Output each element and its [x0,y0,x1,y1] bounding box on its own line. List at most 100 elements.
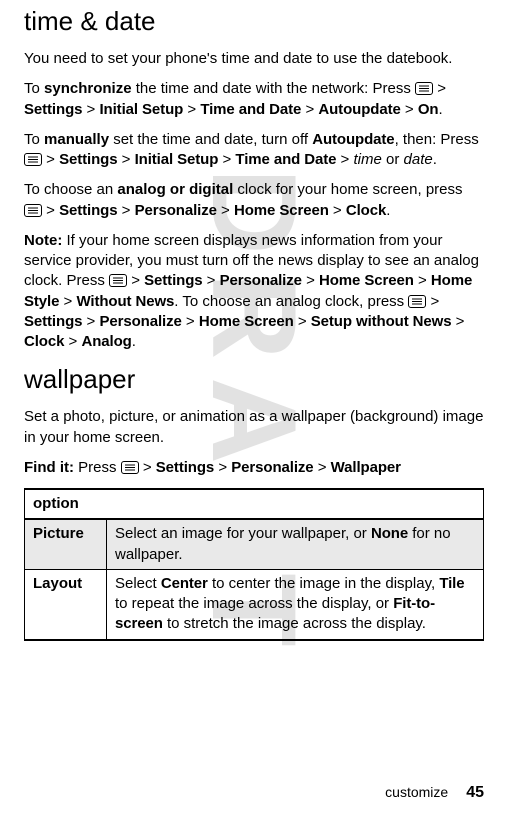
footer-page-number: 45 [466,784,484,801]
sep: > [433,80,446,97]
crumb-analog: Analog [81,333,131,350]
find-it-label: Find it: [24,459,74,476]
bold-manually: manually [44,131,109,148]
text: . To choose an analog clock, press [174,293,408,310]
sep: > [139,459,156,476]
sep: > [302,272,319,289]
sep: > [214,459,231,476]
sep: > [414,272,431,289]
sep: > [314,459,331,476]
sep: > [64,333,81,350]
period: . [438,101,442,118]
sep: > [426,293,439,310]
sep: > [451,313,464,330]
heading-time-date: time & date [24,4,484,39]
crumb-time-and-date: Time and Date [235,151,336,168]
table-header-option: option [25,489,484,519]
table-row: Picture Select an image for your wallpap… [25,519,484,569]
text: the time and date with the network: Pres… [132,80,415,97]
options-table: option Picture Select an image for your … [24,488,484,641]
text: To [24,80,44,97]
text: Select [115,575,161,592]
table-header-row: option [25,489,484,519]
heading-wallpaper: wallpaper [24,362,484,397]
sep: > [42,202,59,219]
text: To choose an [24,181,117,198]
cell-layout-key: Layout [25,569,107,639]
paragraph-intro: You need to set your phone's time and da… [24,49,484,69]
sep: > [218,151,235,168]
crumb-settings: Settings [156,459,214,476]
crumb-settings: Settings [24,313,82,330]
crumb-settings: Settings [144,272,202,289]
opt-tile: Tile [439,575,464,592]
opt-center: Center [161,575,208,592]
menu-key-icon [121,461,139,474]
sep: > [217,202,234,219]
crumb-home-screen: Home Screen [199,313,294,330]
menu-key-icon [24,204,42,217]
crumb-clock: Clock [346,202,386,219]
paragraph-wallpaper-intro: Set a photo, picture, or animation as a … [24,407,484,448]
table-row: Layout Select Center to center the image… [25,569,484,639]
crumb-settings: Settings [59,202,117,219]
text: to center the image in the display, [208,575,440,592]
paragraph-synchronize: To synchronize the time and date with th… [24,79,484,120]
sep: > [183,101,200,118]
crumb-personalize: Personalize [231,459,313,476]
sep: > [117,202,134,219]
crumb-settings: Settings [59,151,117,168]
sep: > [82,101,99,118]
menu-key-icon [24,153,42,166]
crumb-personalize: Personalize [99,313,181,330]
text: to repeat the image across the display, … [115,595,393,612]
period: . [433,151,437,168]
text: or [382,151,404,168]
sep: > [336,151,353,168]
paragraph-find-it: Find it: Press > Settings > Personalize … [24,458,484,478]
crumb-clock: Clock [24,333,64,350]
italic-date: date [404,151,433,168]
menu-key-icon [408,295,426,308]
crumb-settings: Settings [24,101,82,118]
note-label: Note: [24,232,62,249]
period: . [132,333,136,350]
footer-section-name: customize [385,784,448,800]
sep: > [294,313,311,330]
crumb-autoupdate: Autoupdate [318,101,400,118]
text: set the time and date, turn off [109,131,312,148]
crumb-initial-setup: Initial Setup [135,151,219,168]
period: . [386,202,390,219]
sep: > [182,313,199,330]
text: , then: Press [395,131,479,148]
crumb-time-and-date: Time and Date [200,101,301,118]
sep: > [127,272,144,289]
crumb-on: On [418,101,439,118]
sep: > [329,202,346,219]
crumb-initial-setup: Initial Setup [99,101,183,118]
sep: > [203,272,220,289]
text: Press [74,459,121,476]
sep: > [42,151,59,168]
paragraph-manually: To manually set the time and date, turn … [24,130,484,171]
menu-key-icon [415,82,433,95]
cell-layout-desc: Select Center to center the image in the… [107,569,484,639]
sep: > [301,101,318,118]
page-footer: customize 45 [385,782,484,804]
paragraph-note: Note: If your home screen displays news … [24,231,484,353]
bold-analog-digital: analog or digital [117,181,233,198]
crumb-wallpaper: Wallpaper [331,459,401,476]
sep: > [59,293,76,310]
opt-none: None [371,525,408,542]
cell-picture-desc: Select an image for your wallpaper, or N… [107,519,484,569]
sep: > [401,101,418,118]
text: to stretch the image across the display. [163,615,426,632]
cell-picture-key: Picture [25,519,107,569]
italic-time: time [354,151,382,168]
sep: > [82,313,99,330]
text: To [24,131,44,148]
crumb-personalize: Personalize [220,272,302,289]
crumb-home-screen: Home Screen [234,202,329,219]
bold-synchronize: synchronize [44,80,132,97]
crumb-setup-without-news: Setup without News [311,313,452,330]
